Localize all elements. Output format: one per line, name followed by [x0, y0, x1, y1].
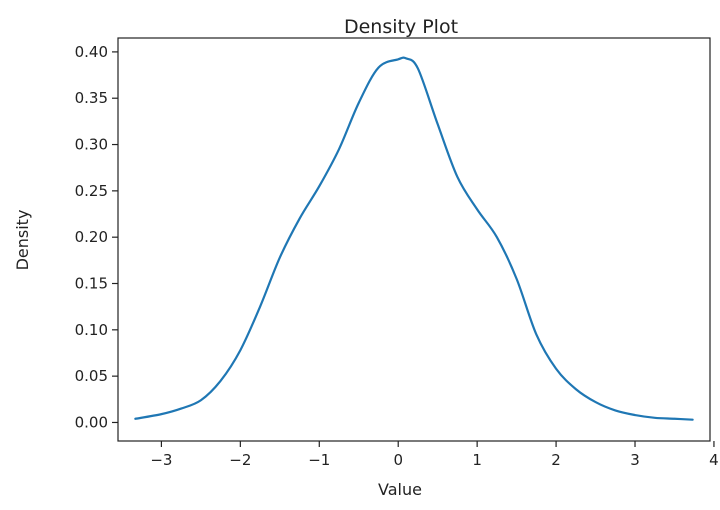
y-tick-label: 0.35	[75, 89, 108, 107]
x-tick-label: 3	[630, 451, 640, 469]
y-tick-label: 0.10	[75, 321, 108, 339]
y-tick-label: 0.05	[75, 367, 108, 385]
y-axis-label: Density	[13, 210, 32, 271]
y-tick-label: 0.15	[75, 275, 108, 293]
y-tick-label: 0.20	[75, 228, 108, 246]
y-tick-label: 0.30	[75, 136, 108, 154]
y-axis: 0.00 0.05 0.10 0.15 0.20 0.25 0.30 0.35 0.40	[75, 43, 118, 431]
y-tick-label: 0.40	[75, 43, 108, 61]
x-tick-label: 2	[551, 451, 561, 469]
y-tick-label: 0.25	[75, 182, 108, 200]
x-tick-label: 4	[709, 451, 719, 469]
x-axis-label: Value	[378, 480, 422, 499]
plot-area-frame	[117, 37, 711, 442]
chart-title: Density Plot	[344, 16, 458, 38]
density-curve-line	[134, 56, 694, 421]
x-axis: −3 −2 −1 0 1 2 3 4	[150, 441, 719, 469]
x-tick-label: 0	[393, 451, 403, 469]
x-tick-label: −1	[308, 451, 330, 469]
y-tick-label: 0.00	[75, 413, 108, 431]
x-tick-label: −2	[229, 451, 251, 469]
x-tick-label: 1	[472, 451, 482, 469]
x-tick-label: −3	[150, 451, 172, 469]
